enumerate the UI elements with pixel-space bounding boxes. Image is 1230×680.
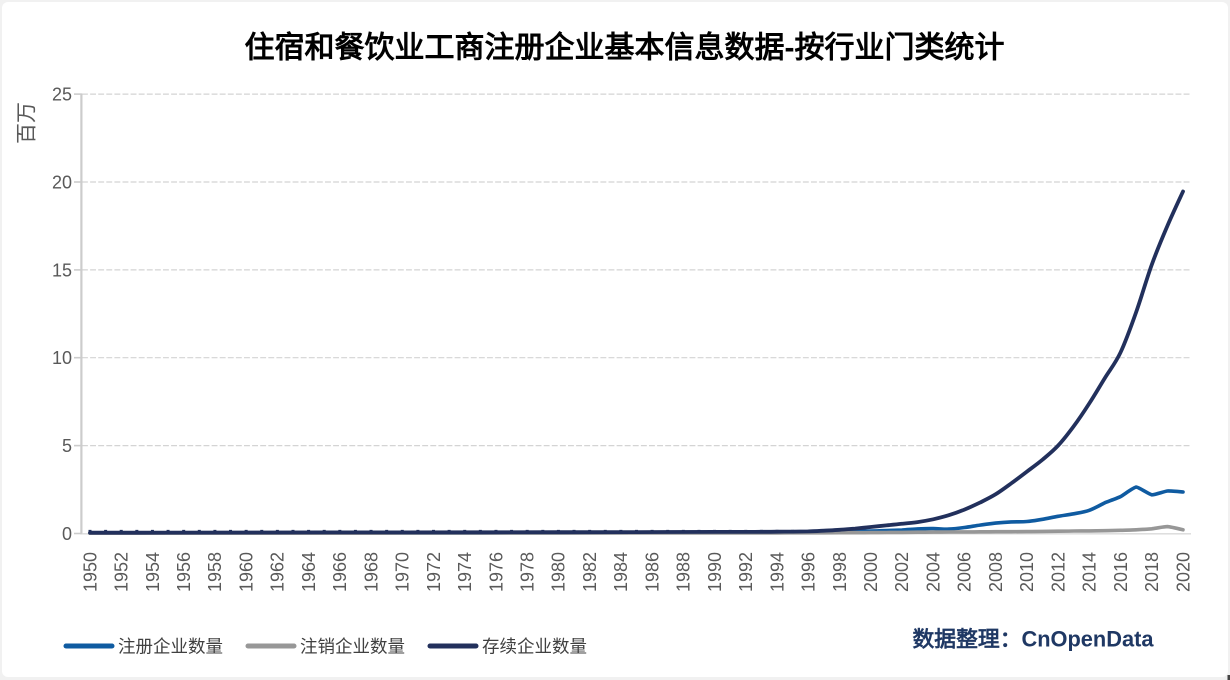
svg-text:1972: 1972 — [424, 552, 444, 592]
svg-text:2008: 2008 — [986, 552, 1006, 592]
svg-text:注册企业数量: 注册企业数量 — [118, 637, 223, 657]
svg-text:1992: 1992 — [736, 552, 756, 592]
svg-text:1988: 1988 — [674, 552, 694, 592]
svg-text:1970: 1970 — [393, 552, 413, 592]
svg-text:1952: 1952 — [112, 552, 132, 592]
svg-text:2006: 2006 — [955, 552, 975, 592]
svg-text:2016: 2016 — [1111, 552, 1131, 592]
svg-text:1974: 1974 — [455, 552, 475, 592]
svg-text:1964: 1964 — [299, 552, 319, 592]
svg-text:15: 15 — [52, 260, 72, 280]
svg-text:2014: 2014 — [1080, 552, 1100, 592]
svg-text:1966: 1966 — [330, 552, 350, 592]
svg-text:20: 20 — [52, 173, 72, 193]
svg-text:0: 0 — [62, 524, 72, 544]
svg-text:1950: 1950 — [80, 552, 100, 592]
svg-text:25: 25 — [52, 85, 72, 105]
svg-text:数据整理：CnOpenData: 数据整理：CnOpenData — [913, 627, 1155, 652]
svg-text:1984: 1984 — [611, 552, 631, 592]
svg-text:1962: 1962 — [268, 552, 288, 592]
svg-text:1990: 1990 — [705, 552, 725, 592]
svg-text:1960: 1960 — [236, 552, 256, 592]
svg-text:1998: 1998 — [830, 552, 850, 592]
svg-text:2004: 2004 — [924, 552, 944, 592]
svg-text:1968: 1968 — [361, 552, 381, 592]
svg-text:1958: 1958 — [205, 552, 225, 592]
svg-text:注销企业数量: 注销企业数量 — [300, 637, 405, 657]
svg-text:2000: 2000 — [861, 552, 881, 592]
svg-text:2010: 2010 — [1017, 552, 1037, 592]
svg-text:1996: 1996 — [799, 552, 819, 592]
svg-text:10: 10 — [52, 348, 72, 368]
svg-text:百万: 百万 — [16, 102, 39, 144]
svg-text:存续企业数量: 存续企业数量 — [482, 637, 587, 657]
svg-text:1978: 1978 — [518, 552, 538, 592]
svg-text:1956: 1956 — [174, 552, 194, 592]
svg-text:2002: 2002 — [892, 552, 912, 592]
svg-text:1980: 1980 — [549, 552, 569, 592]
svg-text:1954: 1954 — [143, 552, 163, 592]
svg-text:2020: 2020 — [1173, 552, 1193, 592]
svg-text:1982: 1982 — [580, 552, 600, 592]
svg-text:5: 5 — [62, 436, 72, 456]
svg-text:1976: 1976 — [486, 552, 506, 592]
svg-text:住宿和餐饮业工商注册企业基本信息数据-按行业门类统计: 住宿和餐饮业工商注册企业基本信息数据-按行业门类统计 — [245, 31, 1005, 65]
svg-text:1994: 1994 — [767, 552, 787, 592]
svg-text:2018: 2018 — [1142, 552, 1162, 592]
svg-text:1986: 1986 — [642, 552, 662, 592]
svg-text:2012: 2012 — [1048, 552, 1068, 592]
